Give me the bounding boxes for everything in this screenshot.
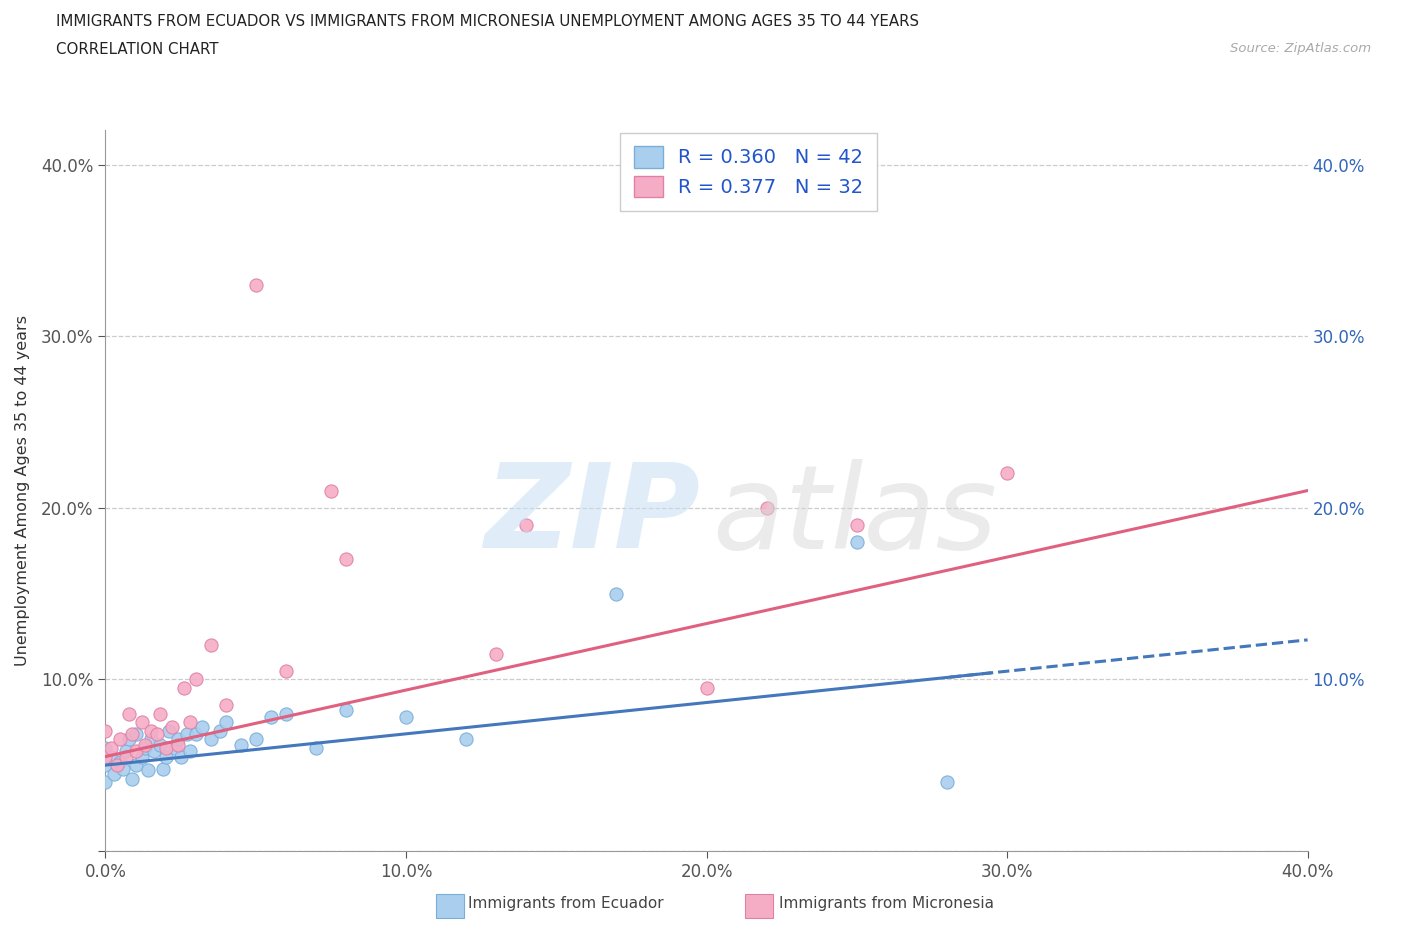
Point <box>229 737 252 752</box>
Point <box>163 740 186 755</box>
Point <box>112 761 135 776</box>
Point <box>155 740 177 755</box>
Point <box>995 466 1018 481</box>
Point <box>395 710 418 724</box>
Point <box>485 646 508 661</box>
Point <box>100 740 122 755</box>
Legend: R = 0.360   N = 42, R = 0.377   N = 32: R = 0.360 N = 42, R = 0.377 N = 32 <box>620 133 877 211</box>
Point <box>94 724 117 738</box>
Point <box>214 698 236 712</box>
Point <box>245 732 267 747</box>
Point <box>148 737 170 752</box>
Point <box>121 727 143 742</box>
Text: atlas: atlas <box>713 458 997 573</box>
Point <box>305 740 328 755</box>
Point <box>200 638 222 653</box>
Point <box>134 740 156 755</box>
Point <box>145 727 167 742</box>
Point <box>115 750 138 764</box>
Point <box>131 715 153 730</box>
Point <box>118 706 141 721</box>
Point <box>173 681 195 696</box>
Point <box>115 744 138 759</box>
Point <box>166 732 188 747</box>
Point <box>118 732 141 747</box>
Point <box>755 500 778 515</box>
Text: Source: ZipAtlas.com: Source: ZipAtlas.com <box>1230 42 1371 55</box>
Text: Immigrants from Ecuador: Immigrants from Ecuador <box>468 897 664 911</box>
Point <box>845 517 868 532</box>
Point <box>184 727 207 742</box>
Point <box>166 737 188 752</box>
Point <box>515 517 537 532</box>
Point <box>94 750 117 764</box>
Point <box>124 727 146 742</box>
Point <box>184 671 207 686</box>
Point <box>319 484 342 498</box>
Point <box>103 766 125 781</box>
Point <box>124 758 146 773</box>
Point <box>94 740 117 755</box>
Point <box>208 724 231 738</box>
Point <box>190 720 212 735</box>
Point <box>139 732 162 747</box>
Point <box>214 715 236 730</box>
Point <box>845 535 868 550</box>
Point <box>160 720 183 735</box>
Text: Immigrants from Micronesia: Immigrants from Micronesia <box>779 897 994 911</box>
Point <box>94 775 117 790</box>
Point <box>134 737 156 752</box>
Y-axis label: Unemployment Among Ages 35 to 44 years: Unemployment Among Ages 35 to 44 years <box>15 315 30 666</box>
Point <box>335 551 357 566</box>
Text: IMMIGRANTS FROM ECUADOR VS IMMIGRANTS FROM MICRONESIA UNEMPLOYMENT AMONG AGES 35: IMMIGRANTS FROM ECUADOR VS IMMIGRANTS FR… <box>56 14 920 29</box>
Point <box>152 761 174 776</box>
Point <box>157 724 180 738</box>
Point <box>110 754 132 769</box>
Point <box>179 744 201 759</box>
Point <box>274 706 297 721</box>
Point <box>121 772 143 787</box>
Point <box>200 732 222 747</box>
Point <box>936 775 959 790</box>
Point <box>94 758 117 773</box>
Point <box>454 732 477 747</box>
Point <box>139 724 162 738</box>
Point <box>148 706 170 721</box>
Point <box>605 586 627 601</box>
Point <box>179 715 201 730</box>
Text: CORRELATION CHART: CORRELATION CHART <box>56 42 219 57</box>
Point <box>274 663 297 678</box>
Point <box>100 750 122 764</box>
Point <box>169 750 191 764</box>
Point <box>142 744 165 759</box>
Point <box>107 758 129 773</box>
Point <box>124 744 146 759</box>
Point <box>260 710 283 724</box>
Point <box>110 732 132 747</box>
Point <box>155 750 177 764</box>
Point <box>335 703 357 718</box>
Point <box>131 750 153 764</box>
Point <box>176 727 198 742</box>
Point <box>136 763 159 777</box>
Text: ZIP: ZIP <box>485 458 700 573</box>
Point <box>245 277 267 292</box>
Point <box>696 681 718 696</box>
